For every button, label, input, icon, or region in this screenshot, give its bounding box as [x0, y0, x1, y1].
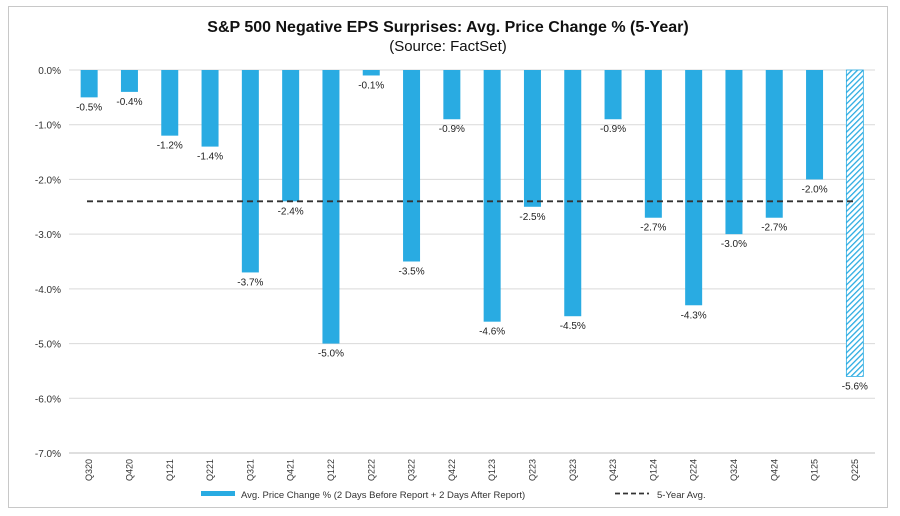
- x-tick-label: Q125: [810, 459, 820, 481]
- chart-canvas: S&P 500 Negative EPS Surprises: Avg. Pri…: [35, 19, 875, 501]
- data-label: -4.6%: [479, 327, 505, 338]
- data-label: -3.5%: [398, 267, 424, 278]
- x-tick-label: Q424: [769, 459, 779, 481]
- bar: [644, 70, 662, 218]
- x-tick-label: Q122: [326, 459, 336, 481]
- bar: [564, 70, 582, 317]
- bar: [120, 70, 138, 92]
- bar: [604, 70, 622, 120]
- data-label: -3.0%: [721, 239, 747, 250]
- x-tick-label: Q223: [527, 459, 537, 481]
- chart-frame: S&P 500 Negative EPS Surprises: Avg. Pri…: [8, 6, 888, 508]
- x-tick-label: Q420: [124, 459, 134, 481]
- data-label: -0.9%: [600, 124, 626, 135]
- x-tick-label: Q224: [689, 459, 699, 481]
- x-tick-label: Q121: [165, 459, 175, 481]
- x-tick-label: Q322: [407, 459, 417, 481]
- y-tick-label: -4.0%: [35, 285, 61, 296]
- y-tick-label: -5.0%: [35, 340, 61, 351]
- x-tick-label: Q423: [608, 459, 618, 481]
- bar: [201, 70, 219, 147]
- data-label: -2.7%: [761, 223, 787, 234]
- data-label: -0.1%: [358, 80, 384, 91]
- legend-label-average: 5-Year Avg.: [657, 490, 706, 501]
- legend-label-bars: Avg. Price Change % (2 Days Before Repor…: [241, 490, 525, 501]
- bar: [765, 70, 783, 218]
- data-label: -1.4%: [197, 152, 223, 163]
- data-label: -1.2%: [157, 141, 183, 152]
- x-tick-label: Q321: [245, 459, 255, 481]
- y-tick-label: -1.0%: [35, 121, 61, 132]
- bar: [685, 70, 703, 306]
- bar: [483, 70, 501, 322]
- bar: [725, 70, 743, 235]
- y-axis-ticks: 0.0% -1.0% -2.0% -3.0% -4.0% -5.0% -6.0% -7.0%: [35, 66, 61, 460]
- legend-swatch-bars: [201, 491, 235, 496]
- bars: [80, 69, 864, 377]
- bar: [282, 70, 300, 202]
- x-tick-label: Q222: [366, 459, 376, 481]
- bar: [403, 70, 421, 262]
- bar: [80, 70, 98, 98]
- chart-title: S&P 500 Negative EPS Surprises: Avg. Pri…: [207, 19, 688, 36]
- bar: [161, 70, 179, 136]
- x-tick-label: Q323: [568, 459, 578, 481]
- x-axis-ticks: Q320 Q420 Q121 Q221 Q321 Q421 Q122 Q222 Q322 Q422…: [84, 459, 860, 481]
- legend: Avg. Price Change % (2 Days Before Repor…: [201, 490, 706, 501]
- bar: [443, 70, 461, 120]
- bar: [362, 70, 380, 76]
- bar: [241, 70, 259, 273]
- y-tick-label: -3.0%: [35, 230, 61, 241]
- data-label: -2.4%: [278, 206, 304, 217]
- data-label: -2.0%: [801, 184, 827, 195]
- data-label: -4.3%: [681, 310, 707, 321]
- x-tick-label: Q422: [447, 459, 457, 481]
- bar: [806, 70, 824, 180]
- data-label: -5.6%: [842, 381, 868, 392]
- data-label: -2.7%: [640, 223, 666, 234]
- data-label: -4.5%: [560, 321, 586, 332]
- x-tick-label: Q124: [648, 459, 658, 481]
- y-tick-label: -2.0%: [35, 175, 61, 186]
- data-label: -2.5%: [519, 212, 545, 223]
- data-label: -3.7%: [237, 277, 263, 288]
- y-tick-label: -7.0%: [35, 449, 61, 460]
- data-label: -5.0%: [318, 349, 344, 360]
- data-label: -0.5%: [76, 102, 102, 113]
- x-tick-label: Q123: [487, 459, 497, 481]
- data-label: -0.4%: [116, 97, 142, 108]
- x-tick-label: Q421: [286, 459, 296, 481]
- data-labels: -0.5% -0.4% -1.2% -1.4% -3.7% -2.4% -5.0% -0.1%…: [76, 80, 868, 392]
- x-tick-label: Q320: [84, 459, 94, 481]
- x-tick-label: Q221: [205, 459, 215, 481]
- x-tick-label: Q324: [729, 459, 739, 481]
- y-tick-label: 0.0%: [38, 66, 61, 77]
- bar: [523, 70, 541, 207]
- y-tick-label: -6.0%: [35, 394, 61, 405]
- chart-subtitle: (Source: FactSet): [389, 38, 507, 55]
- gridlines: [69, 69, 875, 454]
- data-label: -0.9%: [439, 124, 465, 135]
- x-tick-label: Q225: [850, 459, 860, 481]
- bar-hatched: [845, 69, 864, 377]
- bar: [322, 70, 340, 344]
